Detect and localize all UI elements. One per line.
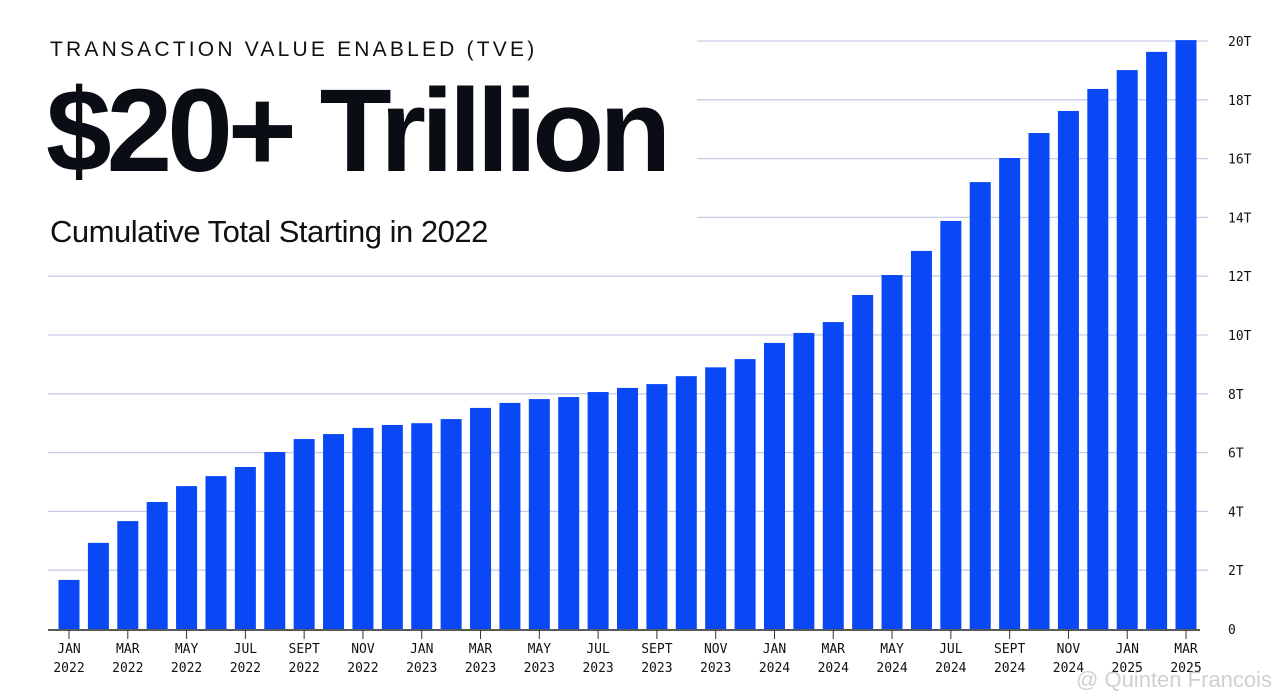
y-tick-label: 10T — [1228, 329, 1252, 344]
x-tick-label: 2023 — [465, 661, 496, 676]
x-tick-label: 2023 — [641, 661, 672, 676]
x-tick-label: 2024 — [876, 661, 907, 676]
x-tick-label: NOV — [351, 642, 375, 657]
bar — [205, 476, 227, 629]
bar — [617, 387, 638, 629]
bar — [910, 250, 932, 629]
x-tick-label: 2022 — [230, 661, 261, 676]
x-tick-label: SEPT — [994, 642, 1025, 657]
y-tick-label: 6T — [1228, 447, 1244, 462]
bar — [470, 407, 492, 629]
x-tick-label: 2023 — [582, 661, 613, 676]
x-tick-label: 2024 — [994, 661, 1025, 676]
x-tick-label: 2022 — [171, 661, 202, 676]
bar — [411, 423, 433, 629]
bar — [705, 367, 727, 629]
x-tick-label: 2025 — [1170, 661, 1201, 676]
x-tick-label: 2023 — [524, 661, 555, 676]
bar — [293, 439, 315, 629]
bar — [822, 322, 844, 629]
x-tick-label: JAN — [410, 642, 433, 657]
x-tick-label: MAR — [1174, 642, 1198, 657]
y-tick-label: 18T — [1228, 94, 1252, 109]
watermark: @ Quinten Francois — [1076, 667, 1272, 692]
y-tick-label: 4T — [1228, 505, 1244, 520]
bar — [852, 295, 874, 629]
bar — [440, 419, 462, 629]
x-tick-label: MAR — [116, 642, 140, 657]
chart-subtitle: Cumulative Total Starting in 2022 — [50, 214, 488, 249]
x-tick-label: JAN — [1115, 642, 1138, 657]
bar — [646, 384, 668, 629]
bar — [734, 359, 756, 629]
y-tick-label: 2T — [1228, 564, 1244, 579]
bar — [1146, 51, 1168, 630]
x-tick-label: JAN — [763, 642, 786, 657]
x-tick-label: 2023 — [700, 661, 731, 676]
y-tick-label: 20T — [1228, 35, 1252, 50]
bar — [793, 332, 815, 629]
x-tick-label: 2025 — [1112, 661, 1143, 676]
bar — [352, 427, 374, 629]
bar — [1028, 133, 1050, 629]
bar — [763, 342, 785, 629]
x-tick-label: SEPT — [289, 642, 320, 657]
bar — [881, 275, 903, 629]
x-tick-label: 2024 — [935, 661, 966, 676]
x-tick-label: MAR — [469, 642, 493, 657]
x-tick-label: 2022 — [347, 661, 378, 676]
y-tick-label: 14T — [1228, 211, 1252, 226]
bar — [499, 402, 521, 629]
bar — [381, 424, 403, 629]
bar — [587, 392, 609, 629]
x-tick-label: 2022 — [289, 661, 320, 676]
bar — [58, 579, 80, 629]
bar — [234, 467, 256, 629]
x-tick-label: JUL — [234, 642, 258, 657]
bar — [999, 158, 1021, 629]
bar — [1087, 88, 1109, 629]
x-tick-label: NOV — [704, 642, 728, 657]
bar — [1175, 40, 1197, 630]
bar — [323, 434, 345, 629]
x-tick-label: 2024 — [1053, 661, 1084, 676]
x-tick-label: NOV — [1057, 642, 1081, 657]
x-tick-label: 2022 — [112, 661, 143, 676]
y-tick-label: 12T — [1228, 270, 1252, 285]
x-tick-label: 2022 — [53, 661, 84, 676]
x-tick-label: JAN — [57, 642, 80, 657]
x-tick-label: 2023 — [406, 661, 437, 676]
x-tick-label: MAR — [822, 642, 846, 657]
bar — [1057, 110, 1079, 630]
y-tick-label: 0 — [1228, 623, 1236, 638]
bar — [528, 399, 550, 629]
bar — [176, 486, 198, 629]
bar — [940, 220, 962, 630]
bar — [675, 376, 697, 629]
x-tick-label: MAY — [880, 642, 904, 657]
bar — [264, 452, 286, 629]
bar — [146, 501, 168, 629]
x-tick-label: MAY — [528, 642, 552, 657]
chart-kicker: TRANSACTION VALUE ENABLED (TVE) — [50, 38, 538, 61]
bar — [969, 182, 991, 629]
bar — [87, 542, 109, 629]
y-tick-label: 16T — [1228, 153, 1252, 168]
chart-title: $20+ Trillion — [46, 65, 671, 197]
y-tick-label: 8T — [1228, 388, 1244, 403]
x-tick-label: 2024 — [759, 661, 790, 676]
x-tick-label: MAY — [175, 642, 199, 657]
x-tick-label: JUL — [939, 642, 963, 657]
x-tick-label: JUL — [586, 642, 610, 657]
bar — [558, 397, 580, 629]
x-tick-label: SEPT — [641, 642, 672, 657]
x-tick-label: 2024 — [818, 661, 849, 676]
bar — [117, 521, 139, 629]
bar — [1116, 70, 1138, 629]
